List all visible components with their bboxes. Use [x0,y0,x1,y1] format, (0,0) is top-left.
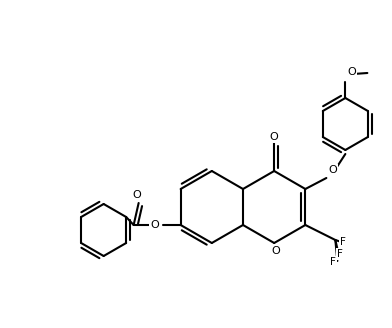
Text: O: O [347,67,356,77]
Text: F: F [330,257,336,267]
Text: O: O [328,165,337,175]
Text: O: O [150,220,159,230]
Text: F: F [338,249,343,259]
Text: O: O [270,132,279,142]
Text: O: O [132,190,141,200]
Text: O: O [272,246,281,256]
Text: F: F [340,237,346,247]
